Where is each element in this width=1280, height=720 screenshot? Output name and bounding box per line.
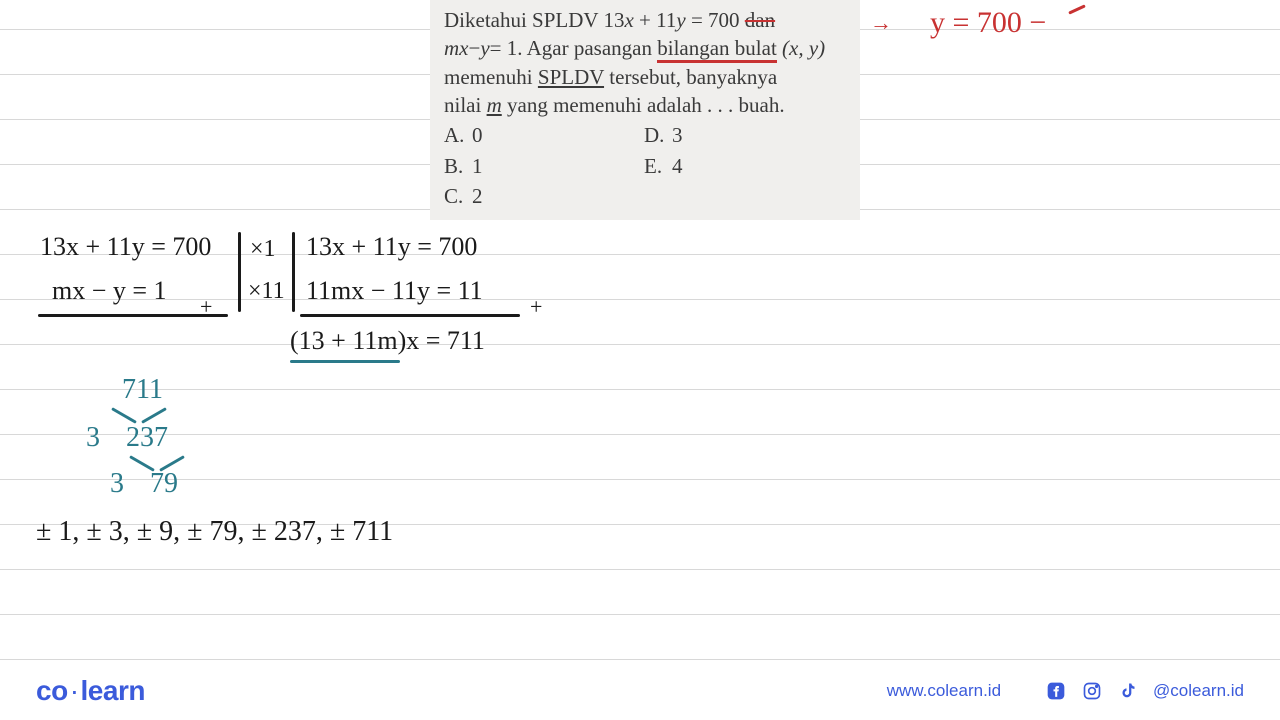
hw-factor-237: 237 — [126, 422, 168, 454]
problem-line2-xy: (x, y) — [777, 36, 825, 60]
hw-result: (13 + 11m)x = 711 — [290, 326, 485, 356]
problem-line4-post: yang memenuhi adalah . . . buah. — [502, 93, 785, 117]
option-a-label: A. — [444, 121, 472, 149]
problem-box: Diketahui SPLDV 13x + 11y = 700 dan mx−y… — [430, 0, 860, 220]
red-arrow-icon: → — [870, 10, 892, 36]
option-b-label: B. — [444, 152, 472, 180]
tiktok-icon — [1117, 680, 1139, 702]
problem-line2-m: m — [444, 36, 459, 60]
problem-line2-x: x — [459, 36, 468, 60]
hw-times1: ×1 — [250, 236, 276, 263]
options-row-1: A.0 D.3 — [444, 121, 846, 149]
hw-factor-711: 711 — [122, 374, 163, 406]
option-e-value: 4 — [672, 154, 683, 178]
problem-line3-spldv: SPLDV — [538, 65, 604, 89]
instagram-icon — [1081, 680, 1103, 702]
option-b-value: 1 — [472, 154, 483, 178]
problem-line2-y: y — [480, 36, 489, 60]
problem-line1-pre: Diketahui SPLDV 13 — [444, 8, 624, 32]
problem-line1-eq: = 700 — [686, 8, 745, 32]
problem-line1-x: x — [624, 8, 633, 32]
problem-line1-dan: dan — [745, 8, 775, 32]
option-d-label: D. — [644, 121, 672, 149]
problem-line1-mid: + 11 — [634, 8, 677, 32]
hw-eq2-right: 11mx − 11y = 11 — [306, 276, 483, 306]
vline-1 — [238, 232, 241, 312]
problem-line2-minus: − — [469, 36, 481, 60]
hw-eq1-left: 13x + 11y = 700 — [40, 232, 211, 262]
hw-eq2-left: mx − y = 1 — [52, 276, 167, 306]
teal-underline — [290, 360, 400, 363]
hw-eq1-right: 13x + 11y = 700 — [306, 232, 477, 262]
option-e-label: E. — [644, 152, 672, 180]
footer-url: www.colearn.id — [887, 681, 1001, 701]
problem-line3-post: tersebut, banyaknya — [604, 65, 777, 89]
option-c-value: 2 — [472, 184, 483, 208]
footer: co·learn www.colearn.id @colearn.id — [0, 660, 1280, 720]
option-c-label: C. — [444, 182, 472, 210]
footer-handle: @colearn.id — [1153, 681, 1244, 701]
problem-line2-bilangan: bilangan bulat — [657, 36, 777, 63]
logo-learn: learn — [81, 675, 145, 706]
logo: co·learn — [36, 675, 145, 707]
hw-top-right: y = 700 − — [930, 6, 1046, 40]
hw-right-underline — [300, 314, 520, 317]
logo-co: co — [36, 675, 68, 706]
hw-plus1: + — [200, 294, 212, 320]
options-row-3: C.2 — [444, 182, 846, 210]
problem-text: Diketahui SPLDV 13x + 11y = 700 dan mx−y… — [444, 6, 846, 119]
hw-divisors: ± 1, ± 3, ± 9, ± 79, ± 237, ± 711 — [36, 516, 393, 548]
hw-factor-79: 79 — [150, 468, 178, 500]
problem-line4-pre: nilai — [444, 93, 487, 117]
option-a-value: 0 — [472, 123, 483, 147]
hw-factor-3a: 3 — [86, 422, 100, 454]
logo-dot-icon: · — [70, 675, 79, 706]
vline-2 — [292, 232, 295, 312]
problem-line3-pre: memenuhi — [444, 65, 538, 89]
problem-line1-y: y — [676, 8, 685, 32]
hw-plus2: + — [530, 294, 542, 320]
option-d-value: 3 — [672, 123, 683, 147]
footer-right: www.colearn.id @colearn.id — [887, 680, 1244, 702]
hw-times11: ×11 — [248, 278, 285, 305]
facebook-icon — [1045, 680, 1067, 702]
problem-line4-m: m — [487, 93, 502, 117]
problem-line2-eq: = 1. Agar pasangan — [490, 36, 658, 60]
hw-factor-3b: 3 — [110, 468, 124, 500]
options-row-2: B.1 E.4 — [444, 152, 846, 180]
